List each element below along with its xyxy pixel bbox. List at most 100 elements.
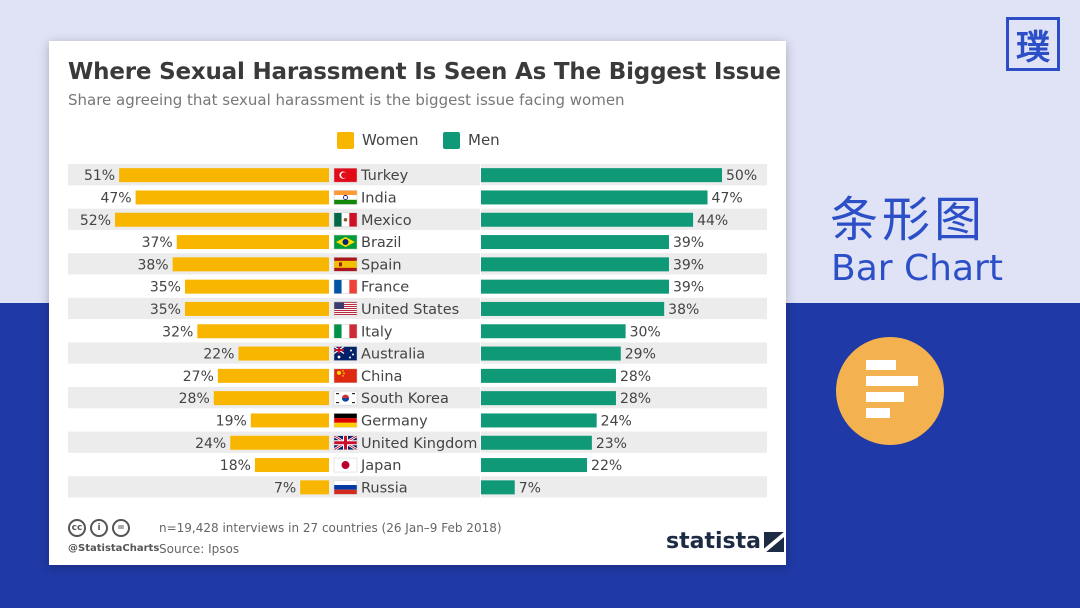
data-label-men: 50% (726, 168, 757, 184)
source-note: Source: Ipsos (159, 542, 240, 556)
bar-men (481, 324, 626, 339)
bar-men (481, 168, 722, 183)
bar-men (481, 301, 665, 316)
legend-item-men: Men (443, 131, 500, 149)
bar-women (238, 346, 329, 361)
flag-in-icon (333, 190, 358, 205)
data-label-women: 22% (203, 347, 234, 363)
data-label-women: 27% (183, 369, 214, 385)
bar-men (481, 480, 515, 495)
category-label: France (361, 280, 409, 296)
category-label: Brazil (361, 235, 401, 251)
category-label: Turkey (360, 168, 409, 184)
legend-swatch-women (337, 131, 354, 149)
pu-badge-icon: 璞 (1006, 17, 1060, 71)
data-label-women: 52% (80, 213, 111, 229)
chart-subtitle: Share agreeing that sexual harassment is… (68, 91, 625, 109)
category-label: India (361, 190, 397, 206)
bar-women (184, 301, 329, 316)
category-label: Australia (361, 347, 425, 363)
data-label-men: 44% (697, 213, 728, 229)
bar-women (115, 212, 329, 227)
side-title-english: Bar Chart (831, 248, 1003, 289)
category-label: Italy (361, 324, 393, 340)
data-label-men: 28% (620, 391, 651, 407)
data-label-men: 38% (668, 302, 699, 318)
legend-label-women: Women (362, 131, 419, 149)
license-icons: cc i = (68, 519, 130, 537)
flag-tr-icon (333, 167, 358, 183)
data-label-men: 47% (712, 190, 743, 206)
data-label-women: 37% (142, 235, 173, 251)
bar-women (172, 257, 329, 272)
bar-men (481, 235, 669, 250)
bar-women (250, 413, 329, 428)
bar-women (119, 168, 329, 183)
data-label-women: 18% (220, 458, 251, 474)
bar-women (197, 324, 329, 339)
category-label: Spain (361, 257, 402, 273)
flag-es-icon (333, 257, 358, 272)
data-label-women: 24% (195, 436, 226, 452)
brand-mark-icon (763, 531, 784, 552)
brand-logo: statista (666, 529, 784, 554)
no-derivatives-icon: = (112, 519, 130, 537)
category-label: United States (361, 302, 459, 318)
bar-men (481, 391, 616, 406)
bar-chart-icon (836, 337, 944, 445)
bar-men (481, 190, 708, 205)
flag-br-icon (333, 234, 358, 250)
bar-men (481, 435, 592, 450)
bar-men (481, 413, 597, 428)
data-label-men: 30% (630, 324, 661, 340)
chart-title: Where Sexual Harassment Is Seen As The B… (68, 59, 781, 85)
bar-men (481, 257, 669, 272)
data-label-men: 39% (673, 235, 704, 251)
bar-women (176, 235, 329, 250)
attribution-icon: i (90, 519, 108, 537)
data-label-women: 35% (150, 280, 181, 296)
chart-card: Where Sexual Harassment Is Seen As The B… (49, 41, 786, 565)
bar-men (481, 368, 616, 383)
brand-name: statista (666, 529, 761, 554)
flag-jp-icon (333, 457, 358, 473)
flag-fr-icon (333, 279, 358, 294)
data-label-women: 38% (137, 257, 168, 273)
legend-item-women: Women (337, 131, 418, 149)
flag-it-icon (333, 324, 358, 339)
data-label-men: 24% (601, 413, 632, 429)
data-label-men: 22% (591, 458, 622, 474)
bar-men (481, 212, 694, 227)
category-label: Germany (361, 413, 428, 429)
data-label-men: 29% (625, 347, 656, 363)
data-label-women: 35% (150, 302, 181, 318)
data-label-women: 28% (179, 391, 210, 407)
data-label-men: 39% (673, 280, 704, 296)
bar-women (184, 279, 329, 294)
data-label-women: 47% (100, 190, 131, 206)
legend-swatch-men (443, 131, 460, 149)
bar-women (135, 190, 329, 205)
data-label-men: 39% (673, 257, 704, 273)
bar-women (213, 391, 329, 406)
data-label-women: 7% (274, 480, 296, 496)
category-label: South Korea (361, 391, 449, 407)
bar-women (217, 368, 329, 383)
bar-men (481, 458, 588, 473)
flag-mx-icon (333, 212, 358, 227)
category-label: China (361, 369, 402, 385)
bar-men (481, 346, 621, 361)
bar-chart: 51% 50% Turkey 47% 47% India 52% 44% Mexico 37% 39… (68, 164, 767, 498)
bar-men (481, 279, 669, 294)
footnote: n=19,428 interviews in 27 countries (26 … (159, 521, 502, 535)
data-label-women: 19% (216, 413, 247, 429)
category-label: Japan (360, 458, 401, 474)
data-label-men: 7% (519, 480, 541, 496)
flag-de-icon (333, 413, 358, 428)
flag-kr-icon (333, 390, 358, 406)
flag-au-icon (333, 346, 358, 361)
data-label-women: 51% (84, 168, 115, 184)
creative-commons-icon: cc (68, 519, 86, 537)
data-label-men: 28% (620, 369, 651, 385)
category-label: Russia (361, 480, 408, 496)
